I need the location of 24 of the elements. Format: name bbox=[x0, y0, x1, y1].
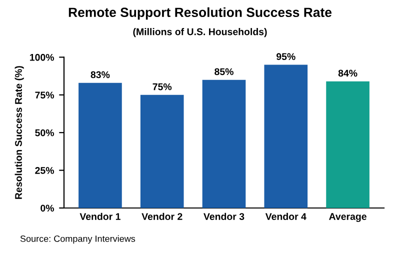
x-tick-label: Vendor 1 bbox=[80, 212, 120, 220]
chart-title: Remote Support Resolution Success Rate bbox=[68, 7, 332, 20]
bar bbox=[140, 94, 184, 208]
data-label: 75% bbox=[152, 83, 172, 90]
data-label: 95% bbox=[276, 53, 296, 60]
bar bbox=[264, 64, 308, 208]
data-label: 84% bbox=[338, 70, 358, 77]
y-tick-label: 50% bbox=[35, 129, 54, 136]
source-note: Source: Company Interviews bbox=[20, 235, 136, 244]
data-label: 85% bbox=[214, 68, 234, 76]
x-tick-label: Vendor 3 bbox=[204, 212, 244, 220]
y-tick-label: 25% bbox=[35, 167, 54, 174]
bar bbox=[202, 80, 246, 208]
y-tick-label: 75% bbox=[35, 92, 54, 99]
bar bbox=[78, 82, 122, 208]
y-tick-label: 100% bbox=[30, 54, 54, 61]
y-tick-label: 0% bbox=[40, 204, 54, 212]
chart-subtitle: (Millions of U.S. Households) bbox=[133, 28, 267, 38]
x-tick-label: Vendor 2 bbox=[142, 212, 182, 220]
y-axis-title: Resolution Success Rate (%) bbox=[14, 66, 24, 199]
data-label: 83% bbox=[90, 71, 110, 78]
bar bbox=[326, 81, 370, 208]
x-tick-label: Vendor 4 bbox=[265, 212, 306, 220]
x-tick-label: Average bbox=[329, 213, 366, 222]
